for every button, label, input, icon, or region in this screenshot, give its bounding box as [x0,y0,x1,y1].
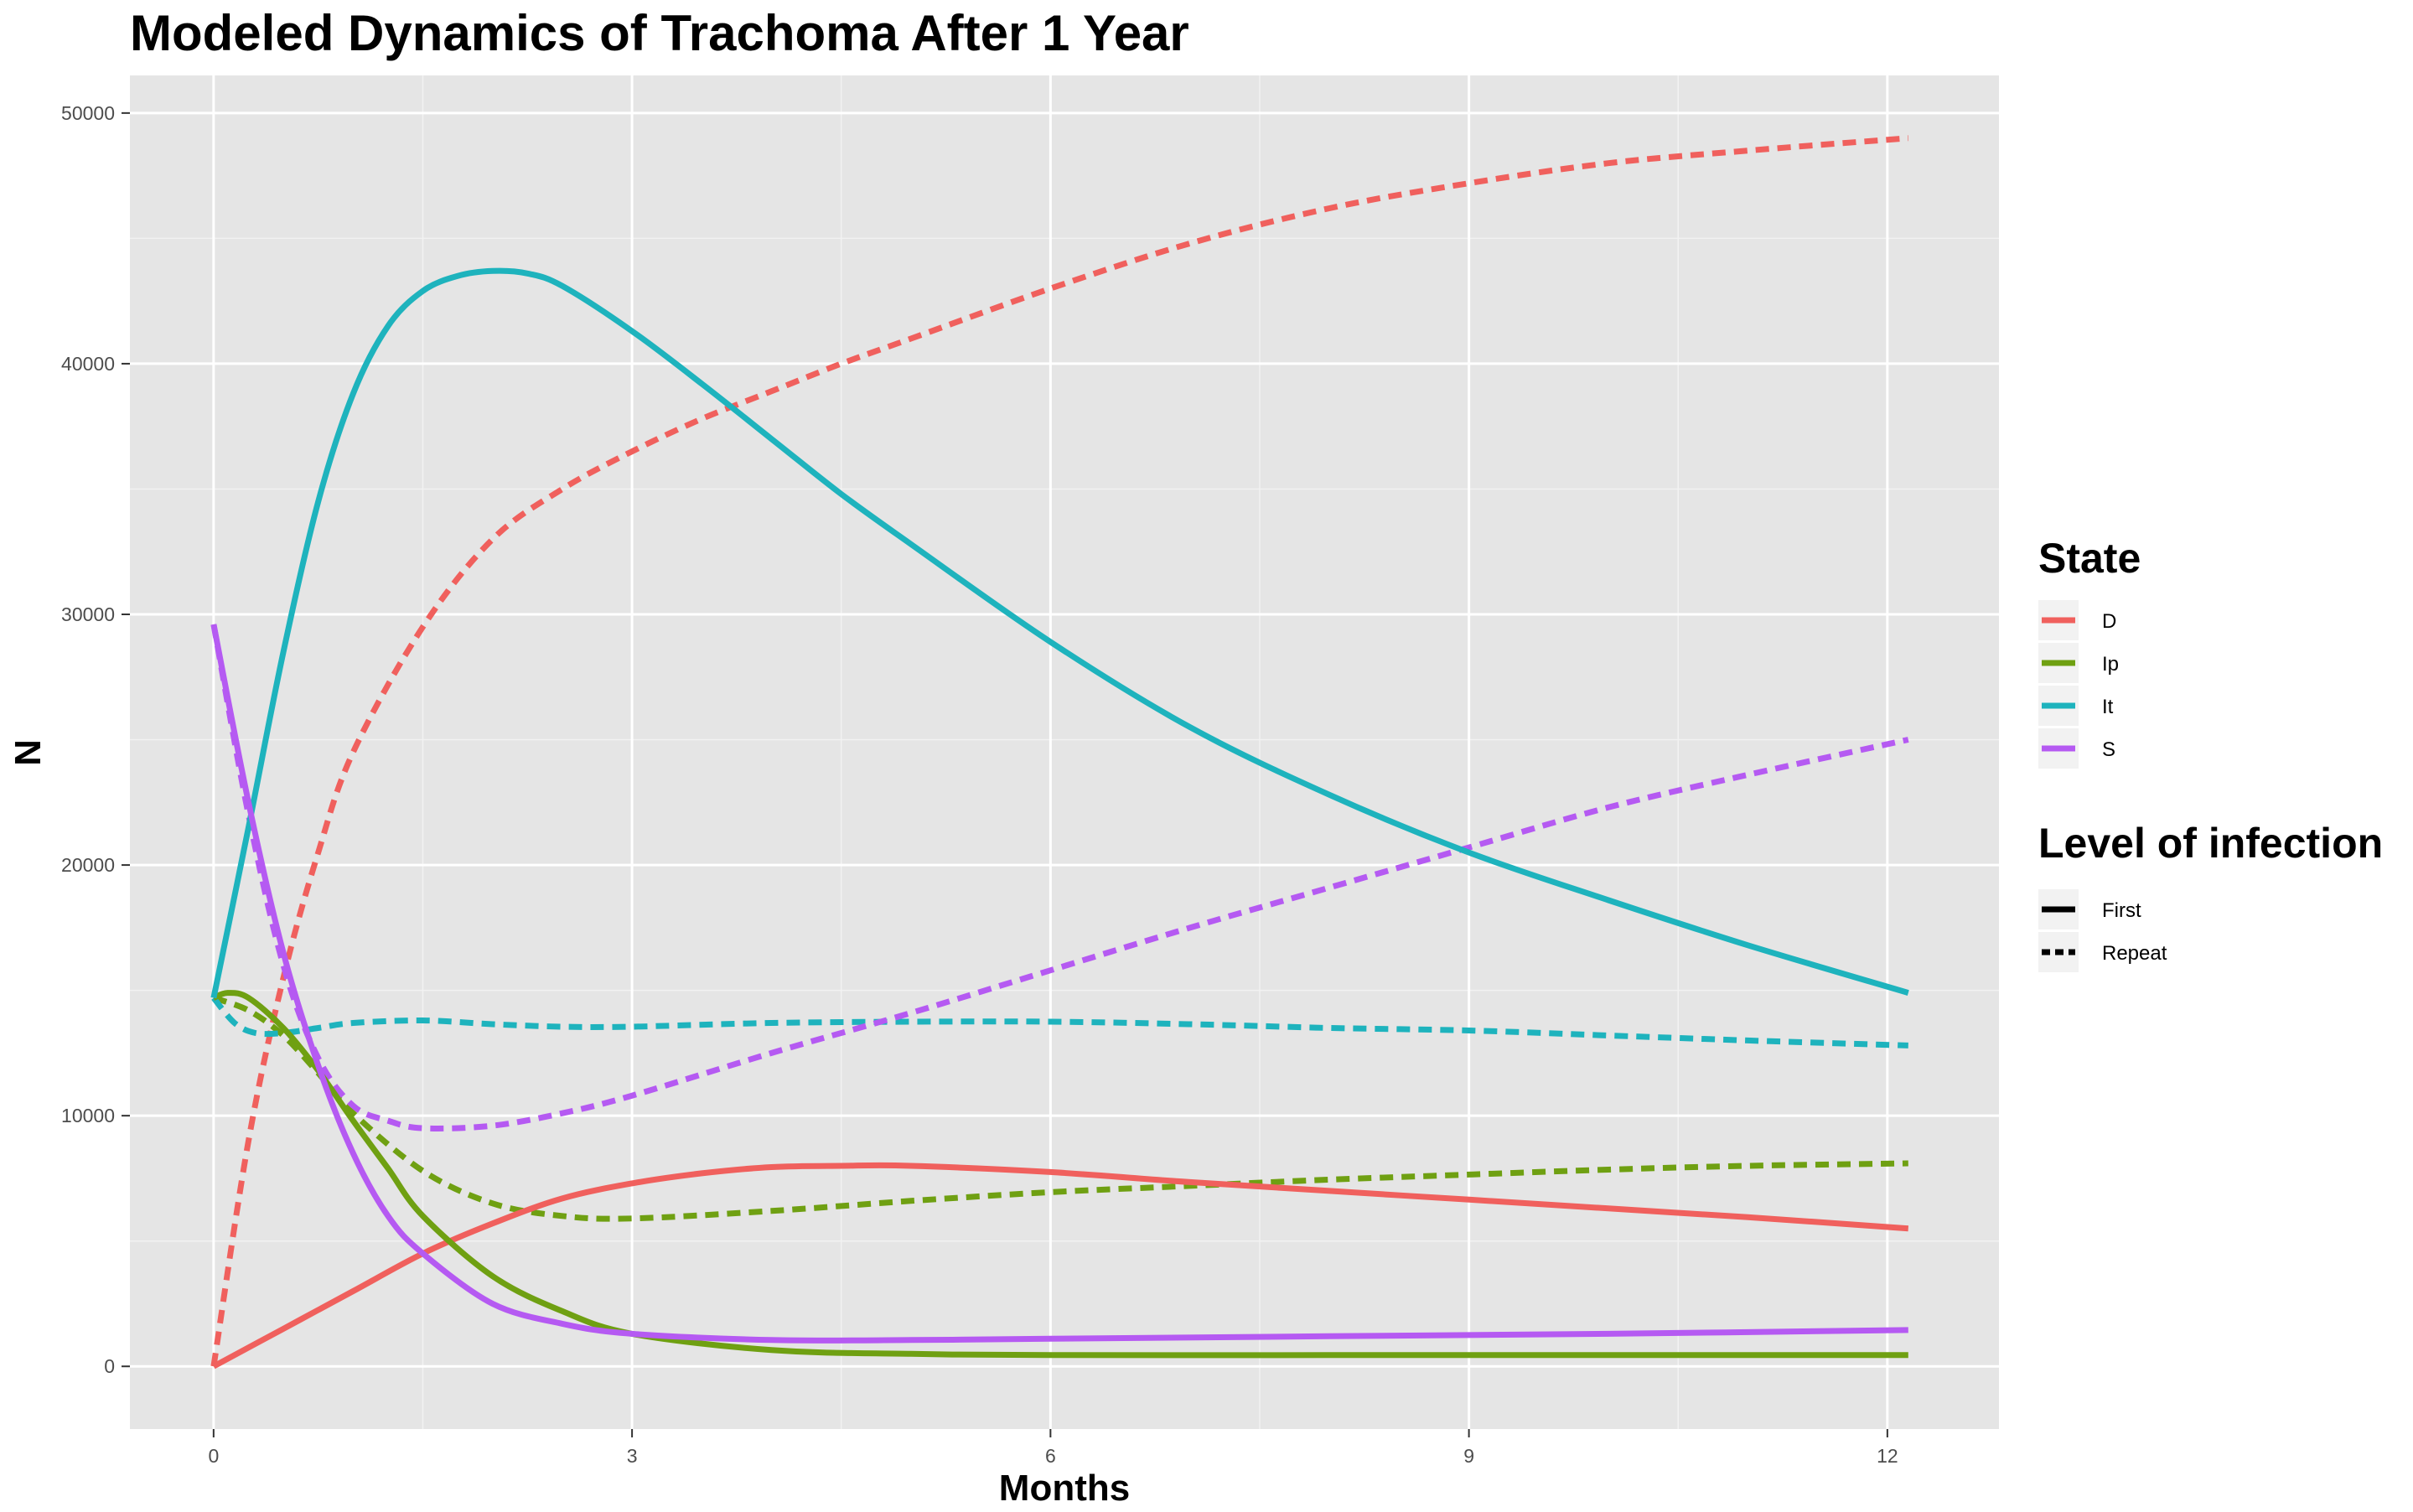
x-axis-label: Months [999,1468,1130,1508]
x-tick-label: 12 [1877,1445,1898,1467]
series-lines [210,135,1909,1370]
series-line-it-first [210,267,1909,999]
legend-label-it: It [2102,696,2114,718]
series-line-s-first [210,624,1908,1344]
legend-title-level: Level of infection [2038,820,2383,867]
chart-title: Modeled Dynamics of Trachoma After 1 Yea… [130,5,1189,61]
series-line-it-repeat [211,996,1908,1049]
x-tick-label: 0 [208,1445,219,1467]
x-tick-label: 3 [627,1445,638,1467]
legend: State D Ip It S Level of infection First Rep… [2038,535,2383,972]
y-tick-label: 0 [104,1355,115,1377]
legend-label-ip: Ip [2102,653,2119,676]
grid-lines [130,75,1999,1429]
x-tick-label: 6 [1045,1445,1056,1467]
legend-label-first: First [2102,899,2141,922]
legend-label-s: S [2102,738,2115,761]
legend-title-state: State [2038,535,2141,582]
y-tick-label: 20000 [61,854,115,876]
y-tick-label: 50000 [61,102,115,124]
x-axis: 0 3 6 9 12 [208,1429,1898,1467]
y-tick-label: 10000 [61,1105,115,1126]
legend-state-entries: D Ip It S [2038,600,2119,769]
y-axis: 0 10000 20000 30000 40000 50000 [61,102,130,1377]
y-tick-label: 40000 [61,353,115,375]
legend-label-d: D [2102,610,2116,633]
y-tick-label: 30000 [61,603,115,625]
legend-level-entries: First Repeat [2038,889,2167,972]
legend-label-repeat: Repeat [2102,942,2167,965]
y-axis-label: N [8,739,49,766]
series-line-d-repeat [210,135,1909,1367]
plot-panel [130,75,1999,1429]
series-line-d-first [212,1162,1909,1370]
x-tick-label: 9 [1463,1445,1474,1467]
